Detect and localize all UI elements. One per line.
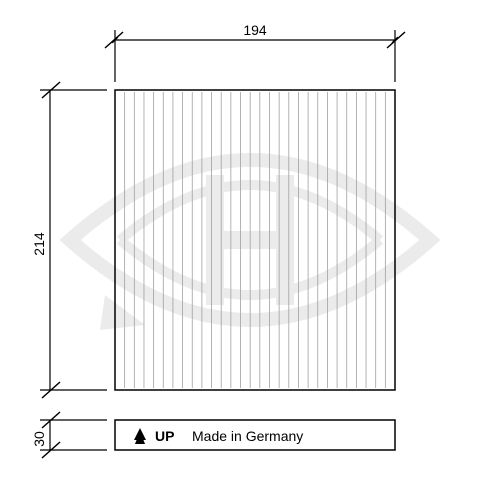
thickness-value: 30 (31, 431, 47, 447)
filter-top-view (115, 90, 395, 390)
drawing-canvas: 194 214 UP Made in Germany 30 (0, 0, 500, 500)
width-value: 194 (243, 22, 267, 38)
filter-side-view: UP Made in Germany (115, 420, 395, 450)
dimension-thickness: 30 (31, 412, 107, 458)
up-label: UP (155, 428, 174, 444)
height-value: 214 (31, 232, 47, 256)
made-in-label: Made in Germany (192, 428, 303, 444)
dimension-width: 194 (105, 22, 405, 82)
